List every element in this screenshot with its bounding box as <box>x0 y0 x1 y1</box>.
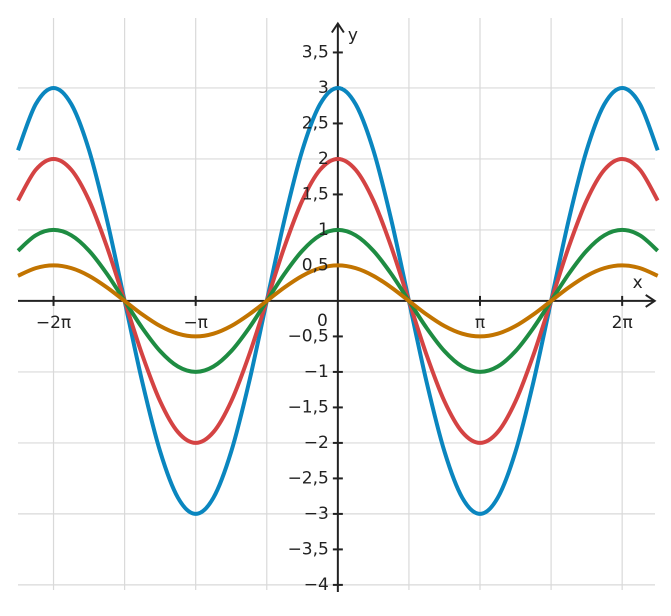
axes <box>18 21 657 592</box>
y-tick-label: 1,5 <box>302 184 329 204</box>
y-tick-label: −1 <box>304 362 329 382</box>
y-tick-label: −4 <box>304 575 329 595</box>
x-axis-arrow <box>645 294 657 308</box>
y-axis-label: y <box>348 26 358 46</box>
labels: −2π −π 0 π 2π 3,5 3 2,5 2 1,5 1 0,5 −0,5 −1 −1,5 −2 −2,5… <box>36 26 643 595</box>
y-tick-label: 1 <box>318 220 329 240</box>
y-axis-arrow <box>331 21 345 34</box>
y-tick-label: −0,5 <box>288 326 329 346</box>
y-tick-label: −3,5 <box>288 539 329 559</box>
x-axis-label: x <box>633 273 643 293</box>
y-tick-label: −2,5 <box>288 468 329 488</box>
plot-lines <box>16 85 660 516</box>
y-tick-label: 2 <box>318 149 329 169</box>
x-tick-label: −π <box>183 313 207 333</box>
curve <box>17 263 659 339</box>
y-tick-label: −3 <box>304 504 329 524</box>
grid <box>18 18 655 590</box>
x-tick-label: π <box>475 313 485 333</box>
origin-label: 0 <box>317 311 328 331</box>
y-tick-label: −1,5 <box>288 397 329 417</box>
y-tick-label: 0,5 <box>302 255 329 275</box>
y-tick-label: −2 <box>304 433 329 453</box>
y-tick-label: 3 <box>318 78 329 98</box>
x-tick-label: 2π <box>612 313 633 333</box>
y-tick-label: 3,5 <box>302 42 329 62</box>
x-tick-label: −2π <box>36 313 71 333</box>
y-tick-label: 2,5 <box>302 113 329 133</box>
